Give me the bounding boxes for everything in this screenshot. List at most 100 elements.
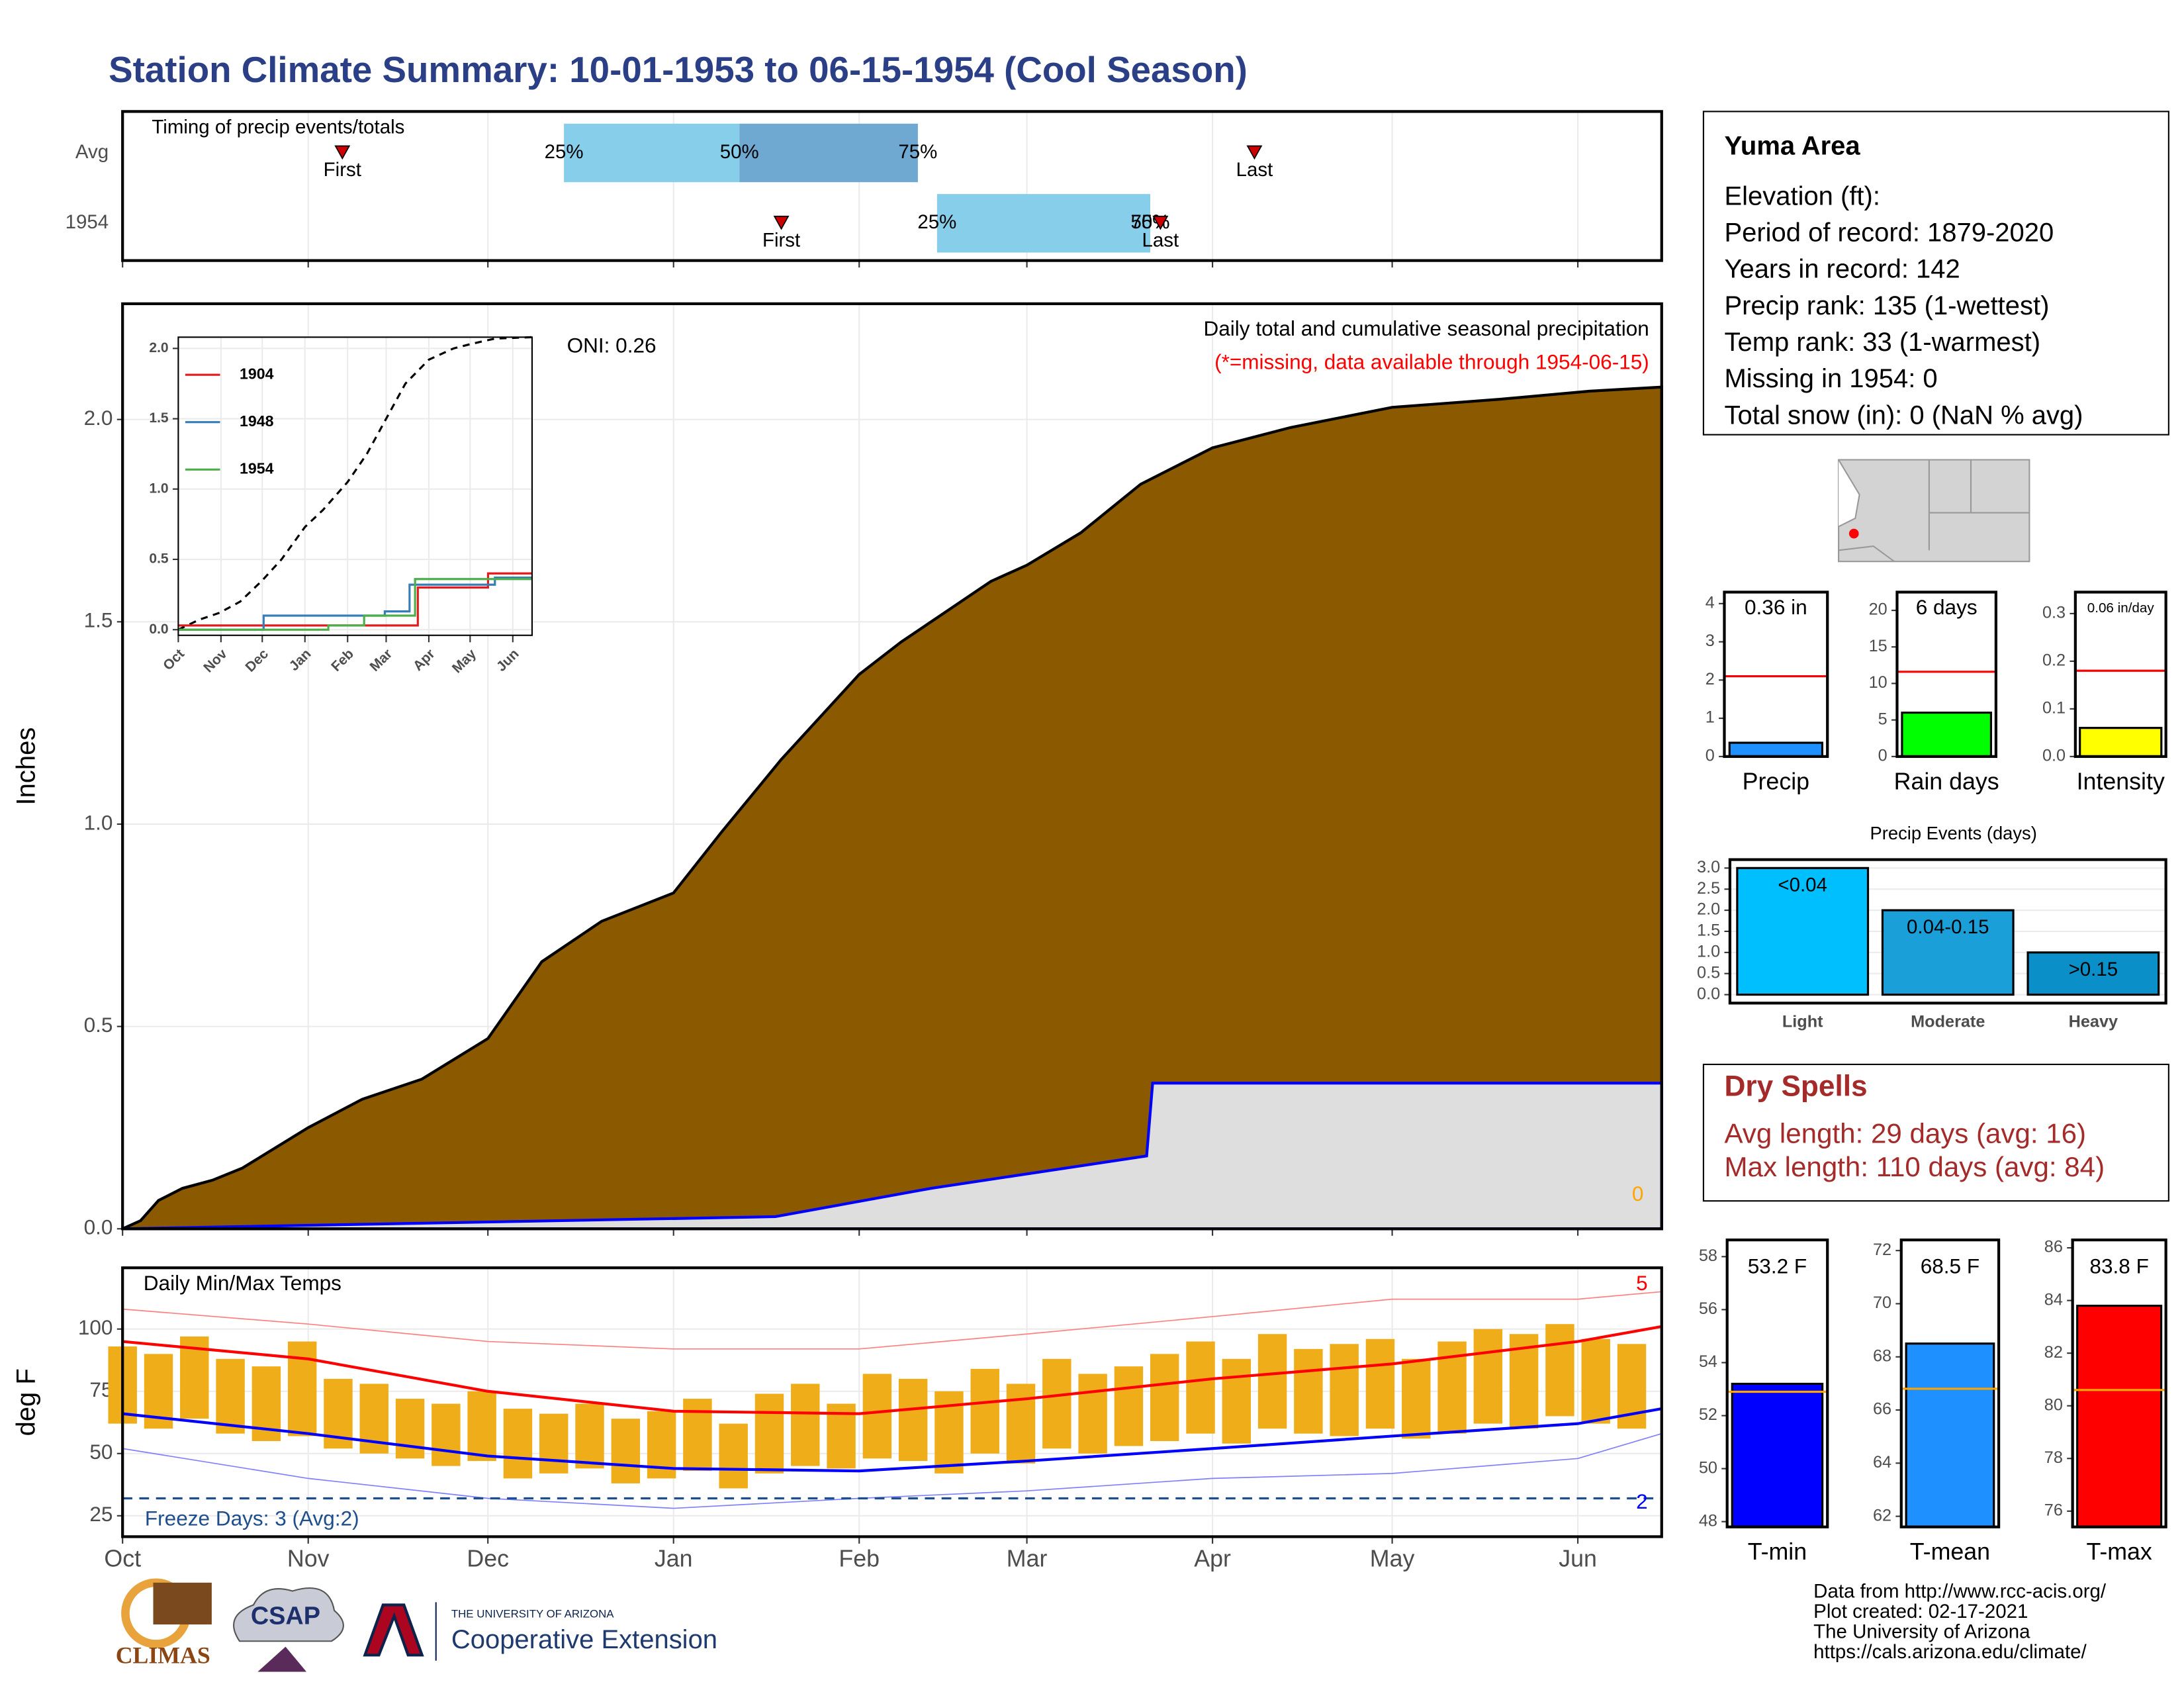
category-label: Avg xyxy=(75,141,109,163)
temp-range-bar xyxy=(1545,1324,1574,1417)
x-tick-label: Feb xyxy=(839,1546,880,1572)
temp-range-bar xyxy=(1150,1354,1179,1441)
bin-label: 0.04-0.15 xyxy=(1907,916,1989,938)
plot-frame xyxy=(2073,590,2167,758)
info-line: Temp rank: 33 (1-warmest) xyxy=(1724,328,2040,357)
subtitle: Daily total and cumulative seasonal prec… xyxy=(1203,316,1649,340)
legend-label: 1954 xyxy=(240,459,274,477)
oni-label: ONI: 0.26 xyxy=(567,333,657,357)
quartile-label: 50% xyxy=(720,141,759,163)
category-label: Moderate xyxy=(1911,1012,1985,1031)
temp-range-bar xyxy=(754,1393,784,1474)
y-tick-label: 0.0 xyxy=(1697,984,1720,1003)
map-borders xyxy=(1838,459,2030,563)
legend-label: 1904 xyxy=(240,365,274,382)
y-tick-label: 10 xyxy=(1869,673,1888,692)
bar xyxy=(2026,951,2160,996)
temp-range-bar xyxy=(539,1413,569,1474)
y-tick-label: 50 xyxy=(89,1440,113,1464)
university-text: THE UNIVERSITY OF ARIZONA xyxy=(451,1608,614,1620)
map-coast xyxy=(1838,459,1860,528)
temp-range-bar xyxy=(611,1419,641,1483)
y-tick-label: 2.0 xyxy=(84,406,113,430)
logos: CLIMAS CSAP THE UNIVERSITY OF ARIZONA Co… xyxy=(116,1578,717,1672)
y-tick-label: 0.5 xyxy=(84,1013,113,1037)
y-tick-label: 1.0 xyxy=(1697,943,1720,961)
page-title: Station Climate Summary: 10-01-1953 to 0… xyxy=(109,49,1248,90)
temp-range-bar xyxy=(432,1403,461,1466)
map-land xyxy=(1838,459,2030,563)
footer-line: Plot created: 02-17-2021 xyxy=(1813,1601,2028,1622)
ua-logo xyxy=(363,1603,424,1657)
y-tick-label: 1.5 xyxy=(1697,921,1720,940)
quartile-label: 25% xyxy=(917,211,956,233)
quartile-bar xyxy=(739,123,918,183)
x-tick-label: Oct xyxy=(104,1546,141,1572)
temp-range-bar xyxy=(683,1399,712,1472)
y-tick-label: 0.1 xyxy=(2042,699,2066,718)
quartile-label: 75% xyxy=(898,141,937,163)
y-tick-label: 1 xyxy=(1706,708,1715,727)
station-dot xyxy=(1848,528,1859,539)
series-line xyxy=(177,336,533,631)
dry-spells-box xyxy=(1702,1063,2169,1202)
series-line xyxy=(178,572,532,627)
plot-frame xyxy=(1899,1239,2001,1528)
dry-spells-title: Dry Spells xyxy=(1724,1070,1867,1102)
cumulative-area xyxy=(122,385,1663,1231)
legend-label: 1948 xyxy=(240,412,274,430)
y-tick-label: 86 xyxy=(2044,1238,2063,1256)
plot-frame xyxy=(1895,590,1997,758)
x-tick-label: Jun xyxy=(1559,1546,1597,1572)
y-tick-label: 25 xyxy=(89,1502,113,1526)
event-marker xyxy=(1246,145,1263,160)
value-label: 53.2 F xyxy=(1748,1254,1807,1278)
temp-range-bar xyxy=(1186,1341,1215,1434)
y-tick-label: 4 xyxy=(1706,593,1715,612)
event-marker xyxy=(773,215,790,230)
y-tick-label: 68 xyxy=(1873,1346,1891,1365)
bin-label: >0.15 xyxy=(2069,959,2118,980)
y-tick-label: 56 xyxy=(1699,1299,1717,1318)
series-line xyxy=(178,578,532,631)
y-axis-label: Inches xyxy=(12,727,41,806)
y-tick-label: 76 xyxy=(2044,1501,2063,1519)
y-tick-label: 20 xyxy=(1869,600,1888,619)
temp-range-bar xyxy=(503,1409,533,1479)
bar xyxy=(2076,1304,2163,1528)
panel-title: Daily Min/Max Temps xyxy=(144,1271,341,1295)
x-tick-label: Dec xyxy=(467,1546,509,1572)
value-label: 0.06 in/day xyxy=(2087,600,2155,616)
plot-frame xyxy=(2071,1239,2167,1528)
event-label: Last xyxy=(1236,159,1273,181)
y-tick-label: 0 xyxy=(1706,747,1715,765)
footer-line: Data from http://www.rcc-acis.org/ xyxy=(1813,1580,2107,1602)
csap-text: CSAP xyxy=(251,1602,320,1630)
plot-frame xyxy=(121,302,1663,1231)
info-line: Years in record: 142 xyxy=(1724,255,1960,284)
y-tick-label: 70 xyxy=(1873,1293,1891,1312)
category-label: Precip xyxy=(1743,768,1809,794)
plot-frame xyxy=(1723,590,1829,758)
y-tick-label: 54 xyxy=(1699,1352,1717,1371)
record-low-count: 2 xyxy=(1636,1489,1648,1513)
event-label: Last xyxy=(1142,229,1179,251)
footer-line: The University of Arizona xyxy=(1813,1620,2030,1642)
temp-range-bar xyxy=(1078,1374,1107,1454)
extension-text: Cooperative Extension xyxy=(451,1625,717,1654)
y-tick-label: 0.5 xyxy=(1697,963,1720,982)
temp-range-bar xyxy=(1222,1358,1251,1444)
y-tick-label: 0.5 xyxy=(149,551,169,567)
dry-spell-line: Max length: 110 days (avg: 84) xyxy=(1724,1151,2105,1182)
x-tick-label: Mar xyxy=(1007,1546,1048,1572)
category-label: T-max xyxy=(2086,1538,2152,1565)
temp-range-bar xyxy=(791,1383,820,1466)
quartile-bar xyxy=(564,123,740,183)
info-line: Period of record: 1879-2020 xyxy=(1724,218,2054,248)
temp-range-bar xyxy=(898,1378,928,1462)
value-label: 68.5 F xyxy=(1921,1254,1979,1278)
temp-line xyxy=(122,1407,1662,1473)
event-label: First xyxy=(762,229,800,251)
category-label: T-min xyxy=(1748,1538,1807,1565)
info-line: Elevation (ft): xyxy=(1724,181,1880,211)
